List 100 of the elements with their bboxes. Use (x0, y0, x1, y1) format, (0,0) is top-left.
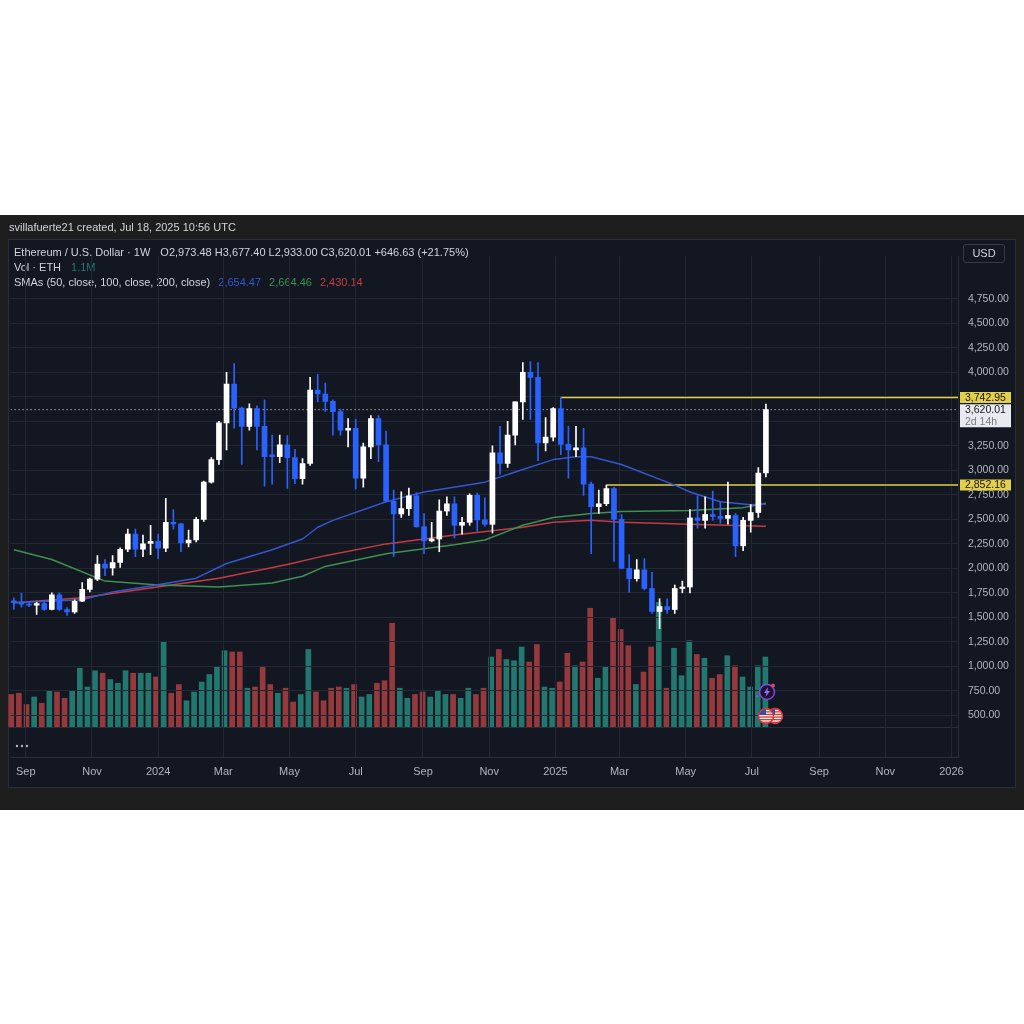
candlestick (390, 489, 397, 557)
candlestick (482, 497, 488, 527)
bar (366, 694, 373, 727)
bar (732, 665, 738, 727)
bar (594, 677, 601, 727)
text: 2,654.47 (218, 276, 262, 288)
candlestick (284, 435, 291, 489)
bar (686, 640, 693, 727)
bar (633, 684, 639, 727)
candlestick (314, 374, 321, 403)
x-tick-label: 2025 (543, 764, 568, 777)
candlestick (664, 598, 670, 614)
bar (716, 674, 723, 727)
x-tick-label: 2024 (145, 764, 171, 777)
data-label: 2,852.16 (965, 478, 1007, 491)
bar (412, 694, 418, 727)
candlestick (702, 496, 708, 529)
bar (511, 660, 517, 727)
bar (610, 617, 616, 727)
bar (130, 672, 136, 727)
bar (549, 687, 555, 727)
bar (556, 681, 563, 727)
bar (107, 679, 114, 727)
annotation: 1.1M (71, 261, 96, 273)
candlestick (11, 597, 17, 610)
bar (572, 665, 578, 727)
bar (435, 690, 441, 727)
bar (16, 692, 22, 727)
bar (214, 666, 220, 727)
bar (297, 694, 304, 727)
bar (473, 694, 479, 727)
data-label: 3,620.01 (965, 403, 1007, 416)
x-tick-label: Sep (16, 764, 36, 777)
text: svillafuerte21 created, Jul 18, 2025 10:56 UTC (9, 221, 236, 233)
bar (694, 654, 700, 727)
x-tick-label: 2026 (939, 764, 964, 777)
y-tick-label: 1,000.00 (968, 659, 1010, 672)
text: 2,430.14 (319, 276, 363, 288)
bar (8, 694, 15, 727)
candlestick (269, 434, 275, 485)
y-tick-label: 4,500.00 (968, 316, 1010, 329)
bar (671, 647, 677, 727)
bar (587, 607, 594, 727)
x-tick-label: Mar (609, 764, 630, 777)
bar (495, 649, 502, 727)
x-tick-label: Nov (479, 764, 500, 777)
bar (655, 602, 662, 727)
y-tick-label: 1,750.00 (968, 585, 1010, 598)
x-tick-label: Sep (809, 764, 829, 777)
y-axis-title: USD (972, 247, 996, 259)
bar (450, 694, 456, 727)
candlestick (595, 489, 602, 514)
bar (625, 645, 632, 727)
text: 2d 14h (965, 415, 998, 428)
y-tick-label: 4,000.00 (968, 365, 1010, 378)
x-tick-label: Jul (744, 764, 759, 777)
bar (335, 686, 342, 727)
candlestick (102, 559, 108, 577)
y-tick-label: 4,250.00 (968, 340, 1010, 353)
y-tick-label: 3,250.00 (968, 438, 1010, 451)
bar (229, 651, 235, 727)
y-tick-label: 2,000.00 (968, 561, 1010, 574)
x-tick-label: May (279, 764, 301, 777)
y-tick-label: 500.00 (968, 708, 1001, 721)
bar (648, 646, 654, 727)
chart-title: Ethereum / U.S. Dollar · 1W (14, 246, 151, 258)
bar (709, 677, 715, 727)
y-tick-label: 2,250.00 (968, 536, 1010, 549)
bar (92, 670, 98, 727)
bar (176, 684, 182, 727)
bar (724, 655, 731, 727)
candlestick (345, 418, 351, 448)
bar (526, 661, 533, 727)
x-tick-label: Nov (875, 764, 896, 777)
bar (313, 691, 319, 727)
bar (69, 690, 76, 727)
x-tick-label: Nov (82, 764, 103, 777)
y-tick-label: 1,250.00 (968, 634, 1010, 647)
bar (76, 667, 83, 727)
y-tick-label: 1,500.00 (968, 610, 1010, 623)
candlestick (725, 481, 731, 525)
bar (54, 691, 60, 727)
bar (252, 686, 258, 727)
candlestick (497, 425, 503, 475)
candlestick (709, 490, 716, 521)
y-tick-label: 2,500.00 (968, 512, 1010, 525)
bar (267, 684, 274, 727)
bar (374, 682, 380, 727)
bar (31, 696, 37, 727)
bar (290, 701, 296, 727)
x-tick-label: Jul (348, 764, 363, 777)
bar (99, 672, 106, 727)
bar (115, 682, 121, 727)
bar (137, 672, 144, 727)
bar (191, 691, 197, 727)
annotation: O2,973.48 H3,677.40 L2,933.00 C3,620.01 +646.63 (+21.75%) (160, 246, 469, 258)
bar (427, 696, 434, 727)
bar (275, 692, 281, 727)
x-tick-label: Mar (213, 764, 234, 777)
bar (396, 687, 403, 727)
